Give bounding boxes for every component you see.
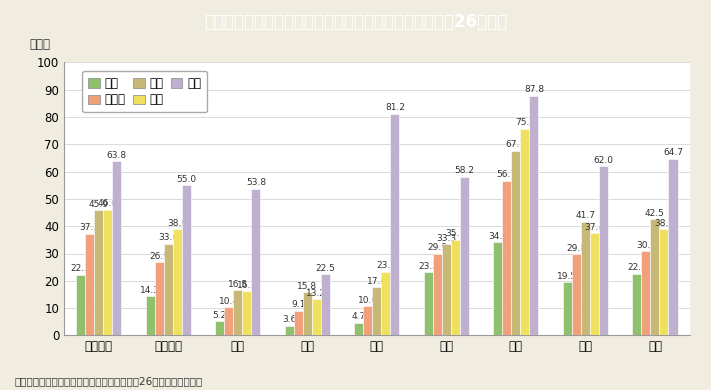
Text: 55.0: 55.0 <box>176 175 196 184</box>
Bar <box>103 210 112 335</box>
Text: 10.4: 10.4 <box>219 297 239 306</box>
Bar <box>651 219 659 335</box>
Text: 17.6: 17.6 <box>367 277 387 286</box>
Bar <box>146 296 155 335</box>
Text: 81.2: 81.2 <box>385 103 405 112</box>
Bar <box>284 326 294 335</box>
Text: 3.6: 3.6 <box>282 315 296 324</box>
Bar <box>303 292 312 335</box>
Text: 26.9: 26.9 <box>149 252 169 261</box>
Bar <box>76 275 85 335</box>
Bar <box>85 234 95 335</box>
Bar <box>294 310 303 335</box>
Bar <box>321 274 330 335</box>
Text: 23.3: 23.3 <box>376 261 396 270</box>
Text: 30.8: 30.8 <box>636 241 656 250</box>
Bar <box>659 229 668 335</box>
Bar <box>563 282 572 335</box>
Bar <box>354 323 363 335</box>
Bar <box>599 166 608 335</box>
Bar <box>424 272 433 335</box>
Text: 67.7: 67.7 <box>506 140 526 149</box>
Bar <box>164 244 173 335</box>
Bar <box>581 222 590 335</box>
Text: 33.6: 33.6 <box>159 233 178 242</box>
Text: 33.3: 33.3 <box>437 234 456 243</box>
Text: 14.3: 14.3 <box>140 286 160 295</box>
Bar <box>215 321 224 335</box>
Text: 23.2: 23.2 <box>418 262 438 271</box>
Text: 29.8: 29.8 <box>567 244 587 253</box>
Bar <box>312 300 321 335</box>
Bar <box>493 242 502 335</box>
Text: 53.8: 53.8 <box>246 178 266 187</box>
Bar <box>242 291 252 335</box>
Bar <box>224 307 233 335</box>
Text: 62.0: 62.0 <box>594 156 614 165</box>
Text: 38.9: 38.9 <box>654 219 674 228</box>
Text: 34.1: 34.1 <box>488 232 508 241</box>
Bar <box>502 181 511 335</box>
Bar <box>252 188 260 335</box>
Text: 42.5: 42.5 <box>645 209 665 218</box>
Text: 19.5: 19.5 <box>557 272 577 281</box>
Bar <box>381 272 390 335</box>
Bar <box>520 129 530 335</box>
Text: 35.1: 35.1 <box>445 229 466 238</box>
Text: 58.2: 58.2 <box>454 166 474 175</box>
Bar <box>641 251 651 335</box>
Bar <box>632 274 641 335</box>
Text: 56.7: 56.7 <box>497 170 517 179</box>
Text: 63.8: 63.8 <box>107 151 127 160</box>
Legend: 教授, 准教授, 講師, 助教, 助手: 教授, 准教授, 講師, 助教, 助手 <box>82 71 207 112</box>
Bar <box>442 245 451 335</box>
Bar <box>112 161 122 335</box>
Text: 75.7: 75.7 <box>515 119 535 128</box>
Text: 15.8: 15.8 <box>297 282 317 291</box>
Text: 46.0: 46.0 <box>98 199 118 208</box>
Text: 16.1: 16.1 <box>237 281 257 290</box>
Text: 87.8: 87.8 <box>524 85 544 94</box>
Bar <box>233 290 242 335</box>
Text: 38.9: 38.9 <box>167 219 188 228</box>
Text: 22.5: 22.5 <box>316 264 336 273</box>
Text: 10.6: 10.6 <box>358 296 378 305</box>
Text: （備考）文部科学省「学校基本調査」（平成26年度）より作成。: （備考）文部科学省「学校基本調査」（平成26年度）より作成。 <box>14 376 203 386</box>
Bar <box>95 210 103 335</box>
Text: 64.7: 64.7 <box>663 149 683 158</box>
Text: 22.3: 22.3 <box>70 264 90 273</box>
Bar <box>373 287 381 335</box>
Text: （％）: （％） <box>30 39 50 51</box>
Text: 16.5: 16.5 <box>228 280 248 289</box>
Bar <box>155 262 164 335</box>
Bar <box>173 229 182 335</box>
Bar <box>590 233 599 335</box>
Bar <box>668 159 678 335</box>
Text: 29.9: 29.9 <box>427 243 447 252</box>
Bar <box>572 254 581 335</box>
Bar <box>451 239 460 335</box>
Text: 41.7: 41.7 <box>575 211 595 220</box>
Bar <box>390 114 400 335</box>
Text: 37.4: 37.4 <box>584 223 604 232</box>
Text: 45.9: 45.9 <box>89 200 109 209</box>
Bar <box>460 177 469 335</box>
Text: 22.6: 22.6 <box>627 263 647 272</box>
Text: 37.3: 37.3 <box>80 223 100 232</box>
Bar <box>433 254 442 335</box>
Bar <box>530 96 538 335</box>
Text: 9.1: 9.1 <box>291 300 306 309</box>
Text: 4.7: 4.7 <box>352 312 366 321</box>
Text: Ｉ－６－７図　大学教員における分野別女性割合（平成26年度）: Ｉ－６－７図 大学教員における分野別女性割合（平成26年度） <box>204 13 507 32</box>
Text: 5.2: 5.2 <box>213 311 227 320</box>
Bar <box>511 151 520 335</box>
Bar <box>363 307 373 335</box>
Bar <box>182 185 191 335</box>
Text: 13.2: 13.2 <box>306 289 326 298</box>
